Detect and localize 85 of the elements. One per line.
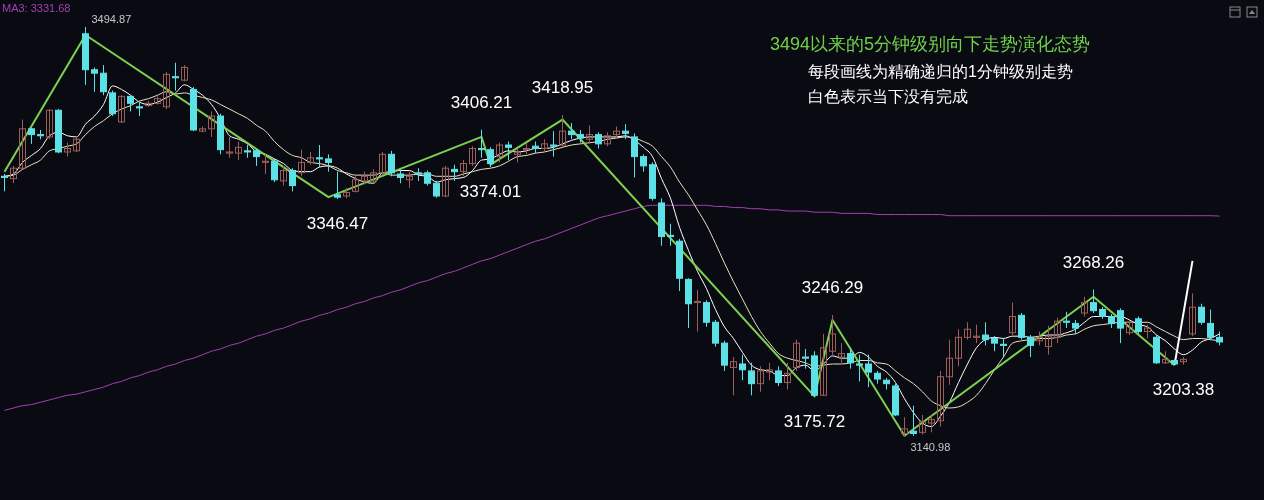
candlestick (1054, 317, 1061, 344)
candlestick (964, 321, 971, 341)
candlestick (955, 328, 962, 367)
candlestick (856, 354, 863, 382)
candlestick (775, 365, 782, 387)
candlestick (730, 356, 737, 396)
candlestick (712, 319, 719, 348)
candlestick (1117, 307, 1124, 344)
candlestick (1000, 338, 1007, 358)
candlestick (667, 223, 674, 247)
candlestick (1018, 312, 1025, 341)
candlestick (919, 414, 926, 436)
candlestick (1081, 296, 1088, 317)
candlestick (226, 136, 233, 159)
candlestick (469, 145, 476, 167)
candlestick (208, 110, 215, 138)
candlestick (694, 289, 701, 333)
candlestick (946, 339, 953, 386)
text: MA3: 3331.68 (2, 2, 71, 14)
candlestick (505, 141, 512, 161)
text: 3140.98 (910, 441, 951, 453)
candlestick (982, 321, 989, 346)
text: 3374.01 (459, 182, 522, 202)
candlestick (937, 370, 944, 428)
candlestick (631, 132, 638, 178)
candlestick (1207, 309, 1214, 341)
candlestick (316, 144, 323, 168)
candlestick (586, 124, 593, 145)
candlestick (91, 66, 98, 93)
candlestick (118, 94, 125, 124)
candlestick (829, 314, 836, 356)
candlestick (289, 167, 296, 192)
candlestick (487, 146, 494, 168)
text: 3175.72 (783, 411, 846, 431)
candlestick (100, 64, 107, 96)
annotation: 每段画线为精确递归的1分钟级别走势 (808, 62, 1073, 82)
candlestick (802, 348, 809, 370)
text: 3346.47 (306, 213, 369, 233)
candlestick (280, 165, 287, 187)
candlestick (1009, 302, 1016, 336)
candlestick (163, 71, 170, 110)
candlestick (838, 342, 845, 364)
chart-title: 3494以来的5分钟级别向下走势演化态势 (770, 33, 1091, 56)
candlestick (1045, 325, 1052, 356)
candlestick (748, 362, 755, 396)
text: 3268.26 (1062, 252, 1125, 272)
candlestick (109, 90, 116, 117)
candlestick (271, 158, 278, 183)
text: 3418.95 (531, 77, 594, 97)
candlestick (721, 340, 728, 372)
candlestick (901, 416, 908, 438)
candlestick (1090, 289, 1097, 314)
candlestick (388, 150, 395, 177)
candlestick (1027, 334, 1034, 358)
candlestick (550, 130, 557, 158)
candlestick (820, 333, 827, 397)
candlestick (865, 354, 872, 388)
text: 3203.38 (1152, 379, 1215, 399)
candlestick (262, 152, 269, 175)
candlestick (334, 171, 341, 200)
annotation: 白色表示当下没有完成 (808, 87, 968, 107)
candlestick (793, 339, 800, 372)
candlestick (298, 149, 305, 177)
candlestick (1189, 292, 1196, 337)
candlestick (496, 142, 503, 163)
candlestick (847, 347, 854, 370)
text: 3406.21 (450, 92, 513, 112)
candlestick (172, 62, 179, 92)
candlestick (235, 141, 242, 161)
candlestick (442, 165, 449, 198)
candlestick (478, 129, 485, 159)
candlestick (352, 175, 359, 194)
candlestick (757, 365, 764, 393)
candlestick (1198, 303, 1205, 326)
candlestick (973, 324, 980, 344)
text: 3494.87 (91, 13, 132, 25)
candlestick (784, 362, 791, 390)
candlestick (379, 151, 386, 176)
text: 3246.29 (801, 277, 864, 297)
candlestick (559, 114, 566, 148)
candlestick (739, 354, 746, 381)
candlestick (703, 299, 710, 328)
candlestick (46, 108, 53, 140)
candlestick (19, 119, 26, 170)
candlestick (910, 405, 917, 437)
